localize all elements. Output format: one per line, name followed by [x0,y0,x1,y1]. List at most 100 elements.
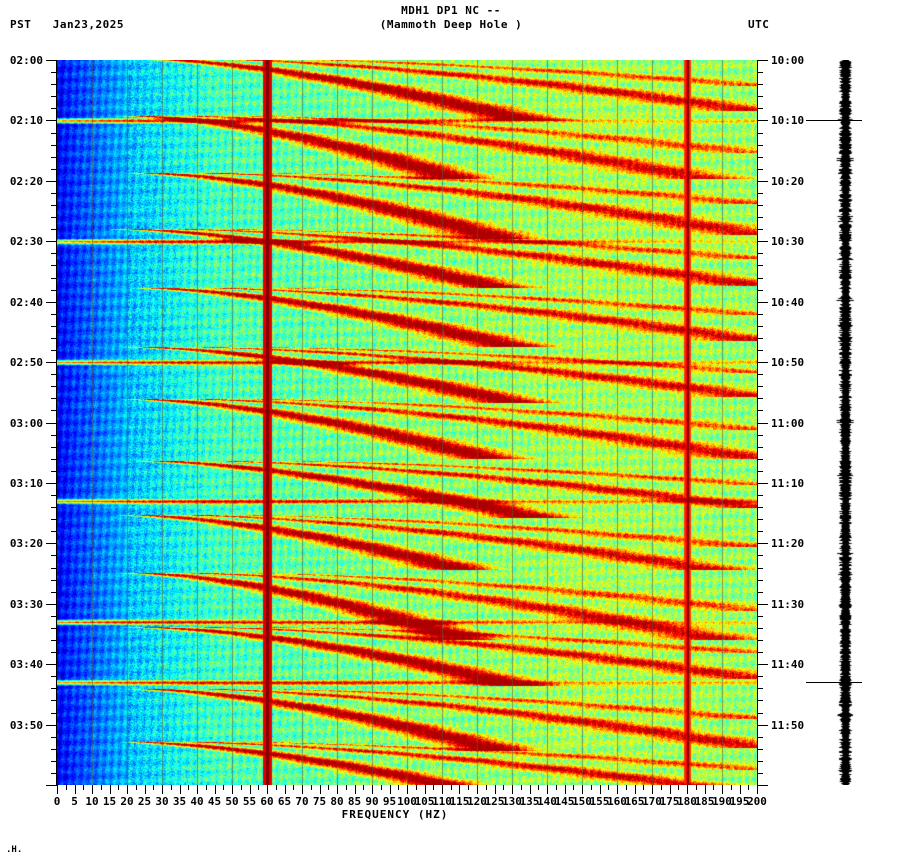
freq-label: 130 [502,795,522,808]
freq-tick-major [337,785,338,794]
time-tick-minor-right [757,193,763,194]
freq-tick-major [372,785,373,794]
freq-tick-major [267,785,268,794]
time-tick-minor-right [757,580,763,581]
time-tick-minor-right [757,72,763,73]
time-tick-minor-right [757,398,763,399]
freq-label: 15 [102,795,117,808]
freq-label: 180 [677,795,697,808]
freq-label: 190 [712,795,732,808]
plot-border [757,60,758,785]
time-tick-major-right [757,604,768,605]
freq-tick-minor [276,785,277,790]
time-tick-minor-right [757,157,763,158]
time-tick-minor-right [757,205,763,206]
time-tick-major-left [46,543,57,544]
freq-tick-minor [363,785,364,790]
freq-tick-minor [381,785,382,790]
time-label-pst: 03:00 [9,417,43,430]
spectrogram-canvas[interactable] [57,60,757,785]
time-label-utc: 10:30 [771,235,805,248]
time-tick-minor-right [757,555,763,556]
station-subtitle: (Mammoth Deep Hole ) [379,18,523,31]
freq-tick-minor [468,785,469,790]
time-tick-major-right [757,241,768,242]
time-tick-minor-right [757,169,763,170]
freq-tick-major [757,785,758,794]
freq-tick-minor [241,785,242,790]
time-label-pst: 02:40 [9,296,43,309]
time-tick-minor-right [757,253,763,254]
time-tick-major-right [757,302,768,303]
freq-label: 160 [607,795,627,808]
time-tick-major-right [757,725,768,726]
time-tick-minor-right [757,145,763,146]
time-tick-minor-right [757,640,763,641]
freq-label: 95 [382,795,397,808]
time-tick-major-left [46,302,57,303]
time-tick-minor-right [757,676,763,677]
freq-tick-minor [433,785,434,790]
time-label-pst: 02:50 [9,356,43,369]
time-tick-minor-right [757,628,763,629]
freq-tick-minor [661,785,662,790]
freq-tick-minor [503,785,504,790]
freq-tick-minor [206,785,207,790]
freq-tick-major [477,785,478,794]
freq-tick-major [705,785,706,794]
freq-tick-major [442,785,443,794]
time-tick-minor-right [757,326,763,327]
freq-label: 150 [572,795,592,808]
time-label-utc: 11:00 [771,417,805,430]
time-tick-minor-right [757,217,763,218]
time-label-utc: 10:50 [771,356,805,369]
time-tick-minor-right [757,84,763,85]
time-tick-minor-right [757,616,763,617]
freq-tick-major [110,785,111,794]
freq-label: 155 [589,795,610,808]
freq-tick-minor [346,785,347,790]
time-tick-major-right [757,362,768,363]
time-tick-minor-right [757,386,763,387]
time-label-utc: 10:10 [771,114,805,127]
time-tick-minor-right [757,338,763,339]
spectrogram-plot[interactable] [57,60,757,785]
freq-tick-minor [223,785,224,790]
freq-tick-major [740,785,741,794]
time-tick-minor-right [757,519,763,520]
freq-tick-minor [608,785,609,790]
freq-tick-minor [731,785,732,790]
freq-tick-minor [258,785,259,790]
time-label-utc: 11:20 [771,537,805,550]
freq-tick-major [215,785,216,794]
time-tick-minor-right [757,773,763,774]
freq-tick-minor [748,785,749,790]
freq-tick-minor [188,785,189,790]
freq-label: 115 [449,795,470,808]
time-tick-minor-right [757,507,763,508]
freq-tick-major [197,785,198,794]
time-tick-minor-right [757,700,763,701]
freq-tick-minor [171,785,172,790]
seismogram-trace [828,60,864,785]
freq-tick-major [652,785,653,794]
time-label-utc: 10:20 [771,175,805,188]
freq-label: 105 [414,795,435,808]
time-tick-major-left [46,664,57,665]
freq-tick-minor [521,785,522,790]
time-tick-minor-right [757,133,763,134]
time-tick-minor-right [757,435,763,436]
freq-label: 185 [694,795,715,808]
freq-label: 195 [729,795,750,808]
time-label-pst: 02:00 [9,54,43,67]
time-label-utc: 11:30 [771,598,805,611]
time-tick-major-left [46,725,57,726]
time-tick-minor-right [757,592,763,593]
freq-tick-minor [486,785,487,790]
time-tick-major-left [46,120,57,121]
time-tick-minor-right [757,749,763,750]
freq-label: 90 [365,795,379,808]
freq-tick-minor [136,785,137,790]
freq-tick-major [285,785,286,794]
